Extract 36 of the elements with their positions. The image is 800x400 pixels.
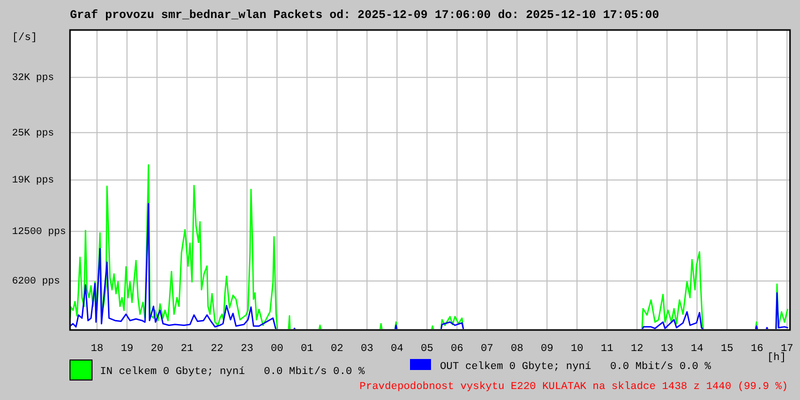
legend-label: IN celkem 0 Gbyte; nyní 0.0 Mbit/s 0.0 % [100,366,366,378]
text: Pravdepodobnost vyskytu E220 KULATAK na skladce 1438 z 1440 (99.9 %) [360,380,788,393]
x-tick-label: 02 [330,342,344,355]
x-tick-label: 09 [540,342,554,355]
line-series [70,202,788,329]
y-axis-title: [/s] [12,32,38,44]
x-axis-title: [h] [767,352,786,364]
x-tick-label: 22 [210,342,224,355]
x-tick-label: 11 [600,342,614,355]
y-tick-label: 12500 pps [12,226,66,238]
x-tick-label: 18 [90,342,104,355]
x-tick-label: 19 [120,342,134,355]
x-tick-label: 16 [750,342,764,355]
x-tick-label: 10 [570,342,584,355]
x-tick-label: 05 [420,342,434,355]
y-tick-label: 6200 pps [12,276,60,288]
x-tick-label: 04 [390,342,404,355]
x-tick-label: 08 [510,342,524,355]
x-tick-label: 13 [660,342,674,355]
chart-title: Graf provozu smr_bednar_wlan Packets od: 2025-12-09 17:06:00 do: 2025-12-10 17:05:00 [70,8,660,22]
y-tick-label: 19K pps [12,176,54,187]
x-tick-label: 20 [150,342,164,355]
x-tick-label: 21 [180,342,194,355]
x-tick-label: 15 [720,342,734,355]
y-tick-label: 32K pps [12,73,54,84]
x-tick-label: 14 [690,342,704,355]
x-tick-label: 00 [270,342,284,355]
legend-label: OUT celkem 0 Gbyte; nyní 0.0 Mbit/s 0.0 % [440,360,712,373]
x-tick-label: 07 [480,342,494,355]
x-tick-label: 06 [450,342,464,355]
x-tick-label: 23 [240,342,254,355]
y-tick-label: 25K pps [12,128,54,140]
x-tick-label: 12 [630,342,644,355]
x-tick-label: 03 [360,342,374,355]
x-tick-label: 01 [300,342,314,355]
line-series [70,164,788,329]
